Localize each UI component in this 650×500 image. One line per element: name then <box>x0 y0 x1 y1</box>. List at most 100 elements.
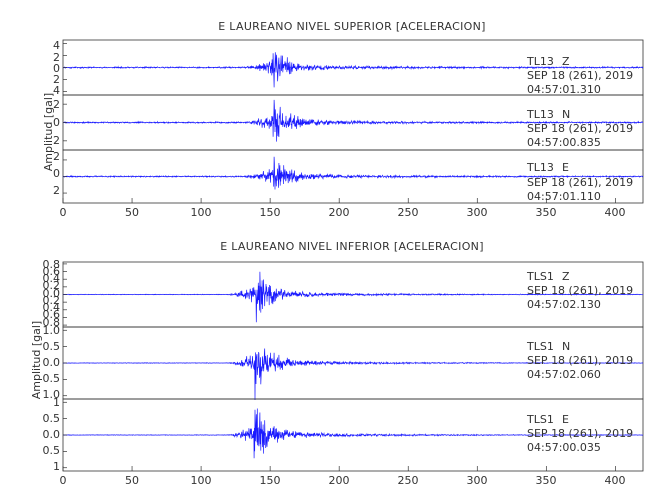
bottom-trace-z-waveform <box>62 271 644 323</box>
date-label: SEP 18 (261), 2019 <box>527 122 633 135</box>
x-tick-label: 50 <box>125 474 139 487</box>
date-label: SEP 18 (261), 2019 <box>527 427 633 440</box>
bottom-trace-e-waveform <box>63 408 644 459</box>
x-tick-label: 0 <box>60 474 67 487</box>
station-label: TL13 <box>526 161 554 174</box>
x-tick-label: 400 <box>605 206 626 219</box>
x-tick-label: 150 <box>260 206 281 219</box>
x-tick-label: 150 <box>260 474 281 487</box>
y-tick-label: 0.4 <box>43 301 61 314</box>
x-tick-label: 100 <box>191 474 212 487</box>
bottom-trace-e: 1 0.5 0.0 0.5 1 TLS1 E SEP 18 (261), 201… <box>43 396 644 473</box>
time-label: 04:57:02.060 <box>527 368 601 381</box>
x-tick-label: 350 <box>536 206 557 219</box>
x-tick-label: 400 <box>605 474 626 487</box>
y-tick-label: 0.0 <box>43 428 61 441</box>
component-label: Z <box>562 270 570 283</box>
x-tick-label: 50 <box>125 206 139 219</box>
component-label: Z <box>562 55 570 68</box>
bottom-trace-z-yticks: 0.8 0.6 0.4 0.2 0.0 0.2 0.4 0.6 0.8 <box>43 258 61 329</box>
y-tick-label: 0.5 <box>43 340 61 353</box>
top-panel-xaxis: 0 50 100 150 200 250 300 350 400 <box>60 198 626 219</box>
station-label: TL13 <box>526 55 554 68</box>
y-tick-label: 0.5 <box>43 412 61 425</box>
y-tick-label: 0.0 <box>43 356 61 369</box>
bottom-panel-ylabel: Amplitud [gal] <box>30 321 43 399</box>
y-tick-label: 0.2 <box>43 294 61 307</box>
x-tick-label: 350 <box>536 474 557 487</box>
time-label: 04:57:01.310 <box>527 83 601 96</box>
x-tick-label: 250 <box>398 206 419 219</box>
y-tick-label: 0.5 <box>43 372 61 385</box>
bottom-trace-e-yticks: 1 0.5 0.0 0.5 1 <box>43 396 61 473</box>
y-tick-label: 0 <box>53 167 60 180</box>
x-tick-label: 300 <box>467 474 488 487</box>
y-tick-label: 2 <box>53 51 60 64</box>
y-tick-label: 0.6 <box>43 308 61 321</box>
x-tick-label: 0 <box>60 206 67 219</box>
bottom-trace-z: 0.8 0.6 0.4 0.2 0.0 0.2 0.4 0.6 0.8 TLS1… <box>43 258 644 329</box>
station-label: TLS1 <box>526 270 554 283</box>
top-trace-e-waveform <box>62 156 644 190</box>
top-trace-n: 2 0 2 TL13 N SEP 18 (261), 2019 04:57:00… <box>53 94 644 151</box>
top-panel: E LAUREANO NIVEL SUPERIOR [ACELERACION] … <box>42 20 644 219</box>
date-label: SEP 18 (261), 2019 <box>527 354 633 367</box>
top-trace-z-annotation: TL13 Z SEP 18 (261), 2019 04:57:01.310 <box>526 55 633 96</box>
y-tick-label: 2 <box>53 184 60 197</box>
y-tick-label: 0.8 <box>43 316 61 329</box>
top-panel-ylabel: Amplitud [gal] <box>42 93 55 171</box>
y-tick-label: 1 <box>53 396 60 409</box>
y-tick-label: 0.5 <box>43 444 61 457</box>
time-label: 04:57:00.835 <box>527 136 601 149</box>
y-tick-label: 0.8 <box>43 258 61 271</box>
y-tick-label: 2 <box>53 150 60 163</box>
y-tick-label: 4 <box>53 39 60 52</box>
y-tick-label: 0.6 <box>43 265 61 278</box>
component-label: N <box>562 108 570 121</box>
bottom-trace-e-annotation: TLS1 E SEP 18 (261), 2019 04:57:00.035 <box>526 413 633 454</box>
station-label: TLS1 <box>526 340 554 353</box>
date-label: SEP 18 (261), 2019 <box>527 176 633 189</box>
y-tick-label: 0 <box>53 62 60 75</box>
x-tick-label: 200 <box>329 474 350 487</box>
y-tick-label: 0 <box>53 116 60 129</box>
y-tick-label: 0.2 <box>43 279 61 292</box>
y-tick-label: 0.4 <box>43 272 61 285</box>
top-trace-z: 4 2 0 2 4 TL13 Z SEP 18 (261), 2019 04:5… <box>53 39 644 97</box>
top-panel-title: E LAUREANO NIVEL SUPERIOR [ACELERACION] <box>218 20 485 33</box>
x-tick-label: 250 <box>398 474 419 487</box>
component-label: E <box>562 413 569 426</box>
y-tick-label: 2 <box>53 98 60 111</box>
x-tick-label: 100 <box>191 206 212 219</box>
station-label: TLS1 <box>526 413 554 426</box>
time-label: 04:57:01.110 <box>527 190 601 203</box>
top-trace-e-yticks: 2 0 2 <box>53 150 60 197</box>
top-trace-n-annotation: TL13 N SEP 18 (261), 2019 04:57:00.835 <box>526 108 633 149</box>
y-tick-label: 4 <box>53 84 60 97</box>
y-tick-label: 2 <box>53 73 60 86</box>
top-trace-z-waveform <box>62 52 644 88</box>
bottom-trace-z-annotation: TLS1 Z SEP 18 (261), 2019 04:57:02.130 <box>526 270 633 311</box>
y-tick-label: 1.0 <box>43 388 61 401</box>
y-tick-label: 1.0 <box>43 324 61 337</box>
time-label: 04:57:00.035 <box>527 441 601 454</box>
bottom-panel-xaxis: 0 50 100 150 200 250 300 350 400 <box>60 466 626 487</box>
y-tick-label: 0.0 <box>43 287 61 300</box>
top-trace-e-annotation: TL13 E SEP 18 (261), 2019 04:57:01.110 <box>526 161 633 203</box>
x-tick-label: 300 <box>467 206 488 219</box>
top-trace-n-waveform <box>63 99 644 142</box>
bottom-trace-n: 1.0 0.5 0.0 0.5 1.0 TLS1 N SEP 18 (261),… <box>43 324 644 401</box>
bottom-trace-n-waveform <box>62 348 644 401</box>
y-tick-label: 2 <box>53 134 60 147</box>
bottom-trace-n-yticks: 1.0 0.5 0.0 0.5 1.0 <box>43 324 61 401</box>
date-label: SEP 18 (261), 2019 <box>527 69 633 82</box>
top-trace-n-yticks: 2 0 2 <box>53 98 60 147</box>
bottom-trace-n-annotation: TLS1 N SEP 18 (261), 2019 04:57:02.060 <box>526 340 633 381</box>
y-tick-label: 1 <box>53 460 60 473</box>
date-label: SEP 18 (261), 2019 <box>527 284 633 297</box>
top-trace-e: 2 0 2 TL13 E SEP 18 (261), 2019 04:57:01… <box>53 149 644 204</box>
component-label: E <box>562 161 569 174</box>
bottom-panel: E LAUREANO NIVEL INFERIOR [ACELERACION] … <box>30 240 644 487</box>
component-label: N <box>562 340 570 353</box>
time-label: 04:57:02.130 <box>527 298 601 311</box>
